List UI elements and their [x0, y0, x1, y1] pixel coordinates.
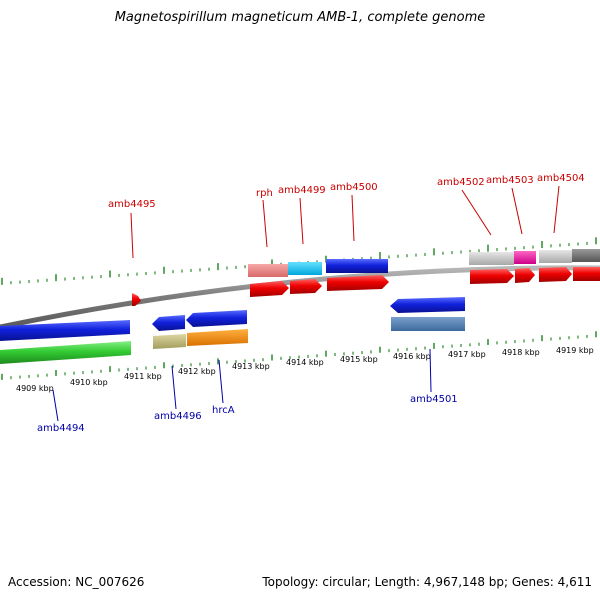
gene-label-amb4499[interactable]: amb4499 [278, 185, 326, 196]
scale-labels: 4909 kbp 4910 kbp 4911 kbp 4912 kbp 4913… [16, 346, 594, 393]
gene-label-amb4495[interactable]: amb4495 [108, 199, 156, 210]
scale-label: 4910 kbp [70, 378, 108, 387]
scale-label: 4917 kbp [448, 350, 486, 359]
gene-label-amb4502[interactable]: amb4502 [437, 177, 485, 188]
gene-label-amb4494[interactable]: amb4494 [37, 423, 85, 434]
gene-amb4501-band[interactable] [391, 317, 465, 331]
bottom-track-genes [0, 297, 465, 364]
gene-hrcA-band[interactable] [187, 329, 248, 346]
gene-amb4503-arrow[interactable] [515, 268, 535, 283]
gene-amb4502-band[interactable] [469, 252, 514, 265]
gene-label-amb4500[interactable]: amb4500 [330, 182, 378, 193]
map-title: Magnetospirillum magneticum AMB-1, compl… [114, 10, 486, 25]
top-track-genes [132, 249, 600, 306]
leader-lines-top [130, 185, 560, 259]
gene-amb4500-arrow[interactable] [327, 275, 389, 291]
gene-amb4496-band[interactable] [153, 334, 186, 349]
gene-amb4504-arrow[interactable] [539, 267, 572, 282]
leader-lines-bottom [52, 348, 432, 422]
gene-label-amb4503[interactable]: amb4503 [486, 175, 534, 186]
gene-amb4494-band[interactable] [0, 341, 131, 364]
gene-rph-arrow[interactable] [250, 281, 289, 297]
gene-amb4501-arrow[interactable] [390, 297, 465, 313]
gene-label-hrcA[interactable]: hrcA [212, 405, 235, 416]
gene-adjacent-arrow[interactable] [573, 267, 600, 281]
scale-ticks-bottom [1, 331, 597, 380]
gene-label-amb4496[interactable]: amb4496 [154, 411, 202, 422]
scale-label: 4911 kbp [124, 372, 162, 381]
gene-label-amb4501[interactable]: amb4501 [410, 394, 458, 405]
gene-amb4502-arrow[interactable] [470, 269, 514, 284]
gene-amb4495[interactable] [132, 293, 141, 306]
gene-amb4503-band[interactable] [514, 251, 536, 264]
accession-text: Accession: NC_007626 [8, 575, 145, 589]
gene-amb4499-band[interactable] [288, 262, 322, 275]
gene-amb4499-arrow[interactable] [290, 279, 322, 294]
scale-label: 4913 kbp [232, 362, 270, 371]
scale-label: 4916 kbp [393, 352, 431, 361]
gene-amb4504-band[interactable] [539, 250, 572, 263]
scale-label: 4919 kbp [556, 346, 594, 355]
scale-ticks-top [1, 237, 597, 285]
scale-label: 4915 kbp [340, 355, 378, 364]
gene-amb4496-arrow[interactable] [152, 315, 185, 331]
gene-amb4494-arrow[interactable] [0, 320, 130, 341]
scale-label: 4918 kbp [502, 348, 540, 357]
scale-label: 4914 kbp [286, 358, 324, 367]
gene-hrcA-arrow[interactable] [186, 310, 247, 327]
gene-rph-band[interactable] [248, 264, 288, 277]
topology-summary: Topology: circular; Length: 4,967,148 bp… [262, 575, 592, 589]
gene-label-rph[interactable]: rph [256, 188, 273, 199]
scale-label: 4912 kbp [178, 367, 216, 376]
gene-label-amb4504[interactable]: amb4504 [537, 173, 585, 184]
gene-adjacent-band[interactable] [572, 249, 600, 262]
gene-amb4500-band[interactable] [326, 259, 388, 273]
scale-label: 4909 kbp [16, 384, 54, 393]
